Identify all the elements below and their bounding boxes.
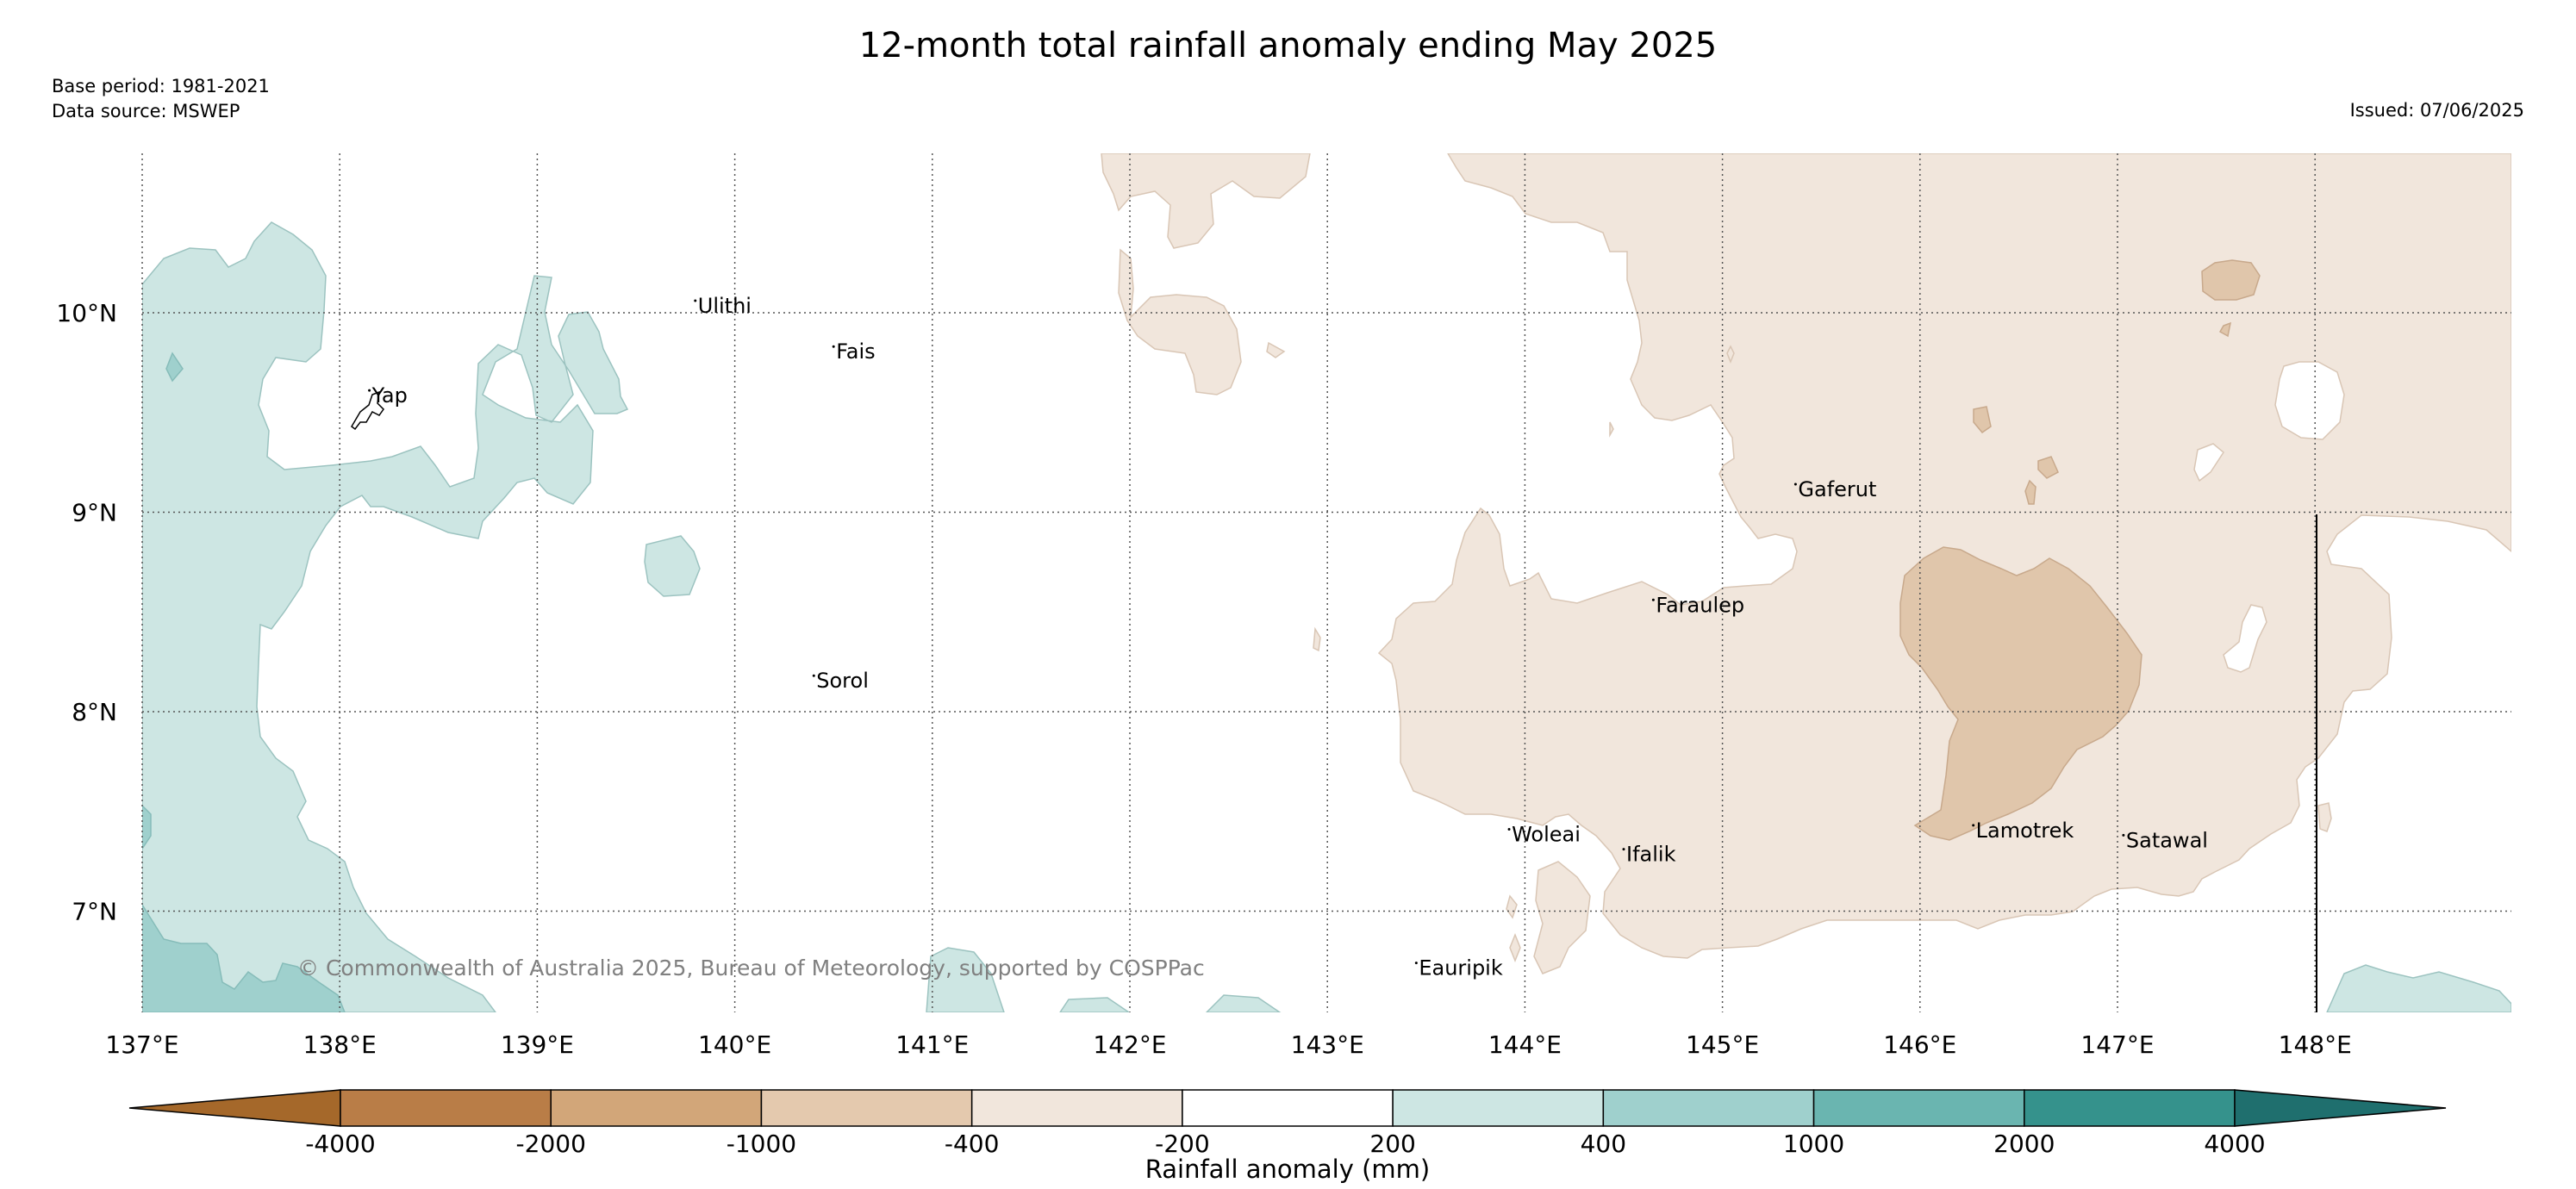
island-marker xyxy=(1622,848,1625,851)
island-labels: Ulithi Fais Yap Sorol Gaferut Faraulep Woleai I… xyxy=(368,294,2208,980)
colorbar-tick-label: 200 xyxy=(1369,1130,1415,1158)
island-marker xyxy=(832,345,835,348)
island-label: Satawal xyxy=(2126,828,2208,852)
colorbar-segment xyxy=(970,1089,1183,1127)
island-marker xyxy=(1972,824,1975,827)
island-marker xyxy=(694,299,697,302)
lon-tick-label: 146°E xyxy=(1883,1030,1956,1059)
colorbar-segment xyxy=(1602,1089,1815,1127)
island-marker xyxy=(368,389,371,392)
lon-tick-label: 139°E xyxy=(501,1030,574,1059)
dry-core-speck-2 xyxy=(1973,406,1992,434)
graticule xyxy=(141,153,2511,1012)
dry-speck-1 xyxy=(1266,341,1286,358)
island-label: Lamotrek xyxy=(1976,819,2074,843)
dry-core-speck-4 xyxy=(2024,479,2036,505)
island-label: Sorol xyxy=(816,669,869,693)
dry-core xyxy=(1899,259,2261,841)
island-label: Faraulep xyxy=(1656,593,1744,617)
axis-labels: 137°E 138°E 139°E 140°E 141°E 142°E 143°E 144°E… xyxy=(56,299,2351,1059)
colorbar-tick-label: 4000 xyxy=(2204,1130,2265,1158)
lon-tick-label: 140°E xyxy=(698,1030,771,1059)
colorbar-tick-label: -400 xyxy=(945,1130,1000,1158)
dry-speck-5 xyxy=(1509,932,1521,963)
base-period: Base period: 1981-2021 xyxy=(52,76,270,96)
wet-patch-small xyxy=(142,804,152,850)
colorbar-tick-label: -4000 xyxy=(305,1130,375,1158)
island-marker xyxy=(2122,833,2125,837)
lon-tick-label: 144°E xyxy=(1488,1030,1562,1059)
page-title: 12-month total rainfall anomaly ending M… xyxy=(858,26,1718,65)
island-label: Woleai xyxy=(1512,822,1581,846)
colorbar-tick-label: 1000 xyxy=(1783,1130,1844,1158)
wet-blob-southeast xyxy=(2326,964,2511,1012)
lon-tick-label: 138°E xyxy=(303,1030,377,1059)
lat-tick-label: 10°N xyxy=(56,299,117,327)
wet-blob-south-2 xyxy=(1059,997,1131,1012)
island-label: Ulithi xyxy=(698,294,752,318)
lat-tick-label: 7°N xyxy=(72,898,117,926)
colorbar-segment xyxy=(1182,1089,1394,1127)
wet-patch-400-1000 xyxy=(142,903,346,1012)
colorbar-max-extend xyxy=(2234,1089,2447,1127)
colorbar-min-extend xyxy=(128,1089,341,1127)
dry-speck-2 xyxy=(1313,626,1321,652)
copyright-notice: © Commonwealth of Australia 2025, Bureau… xyxy=(297,956,1205,980)
dry-speck-4 xyxy=(1506,894,1518,919)
issued-date: Issued: 07/06/2025 xyxy=(2349,100,2524,121)
dry-core-speck-1 xyxy=(2218,321,2232,338)
lat-tick-label: 9°N xyxy=(72,499,117,527)
island-label: Yap xyxy=(371,383,408,408)
data-source: Data source: MSWEP xyxy=(52,101,240,121)
anomaly-fields xyxy=(142,153,2511,1012)
colorbar: -4000 -2000 -1000 -400 -200 200 400 1000 2000 400… xyxy=(128,1089,2447,1158)
colorbar-tick-label: -200 xyxy=(1155,1130,1210,1158)
dry-blob-north xyxy=(1101,153,1311,249)
island-marker xyxy=(812,674,815,677)
colorbar-segment xyxy=(2024,1089,2236,1127)
wet-speck xyxy=(165,352,184,383)
colorbar-segment xyxy=(760,1089,973,1127)
colorbar-tick-label: 2000 xyxy=(1993,1130,2055,1158)
dry-blob-south-1 xyxy=(1533,861,1591,974)
colorbar-tick-label: -2000 xyxy=(516,1130,586,1158)
island-label: Gaferut xyxy=(1798,477,1876,501)
lon-tick-label: 143°E xyxy=(1291,1030,1364,1059)
colorbar-tick-label: -1000 xyxy=(727,1130,796,1158)
island-marker xyxy=(1793,482,1797,486)
dry-core-speck-3 xyxy=(2037,456,2059,479)
island-label: Ifalik xyxy=(1626,843,1676,867)
dry-speck-6 xyxy=(1726,345,1735,364)
wet-blob-south-3 xyxy=(1205,994,1282,1012)
lon-tick-label: 141°E xyxy=(895,1030,969,1059)
wet-region-west xyxy=(142,221,629,1012)
colorbar-label: Rainfall anomaly (mm) xyxy=(1145,1155,1431,1184)
dry-blob-north-2 xyxy=(1118,248,1242,395)
colorbar-segment xyxy=(1812,1089,2025,1127)
lon-tick-label: 147°E xyxy=(2080,1030,2154,1059)
island-marker xyxy=(1651,598,1655,601)
island-marker xyxy=(1507,827,1511,831)
dry-speck-7 xyxy=(1609,421,1614,438)
lon-tick-label: 142°E xyxy=(1093,1030,1166,1059)
lon-tick-label: 148°E xyxy=(2279,1030,2352,1059)
lon-tick-label: 137°E xyxy=(105,1030,178,1059)
colorbar-tick-label: 400 xyxy=(1581,1130,1626,1158)
lat-tick-label: 8°N xyxy=(72,698,117,726)
dry-speck-3 xyxy=(2317,802,2332,832)
colorbar-segment xyxy=(1392,1089,1605,1127)
colorbar-segment xyxy=(340,1089,552,1127)
yap-island-outline xyxy=(351,390,384,431)
island-label: Fais xyxy=(836,339,875,364)
island-label: Eauripik xyxy=(1419,956,1503,980)
wet-blob-south-1 xyxy=(926,947,1005,1012)
lon-tick-label: 145°E xyxy=(1686,1030,1759,1059)
wet-blob-small xyxy=(644,535,701,597)
colorbar-segment xyxy=(550,1089,763,1127)
island-marker xyxy=(1414,962,1418,965)
